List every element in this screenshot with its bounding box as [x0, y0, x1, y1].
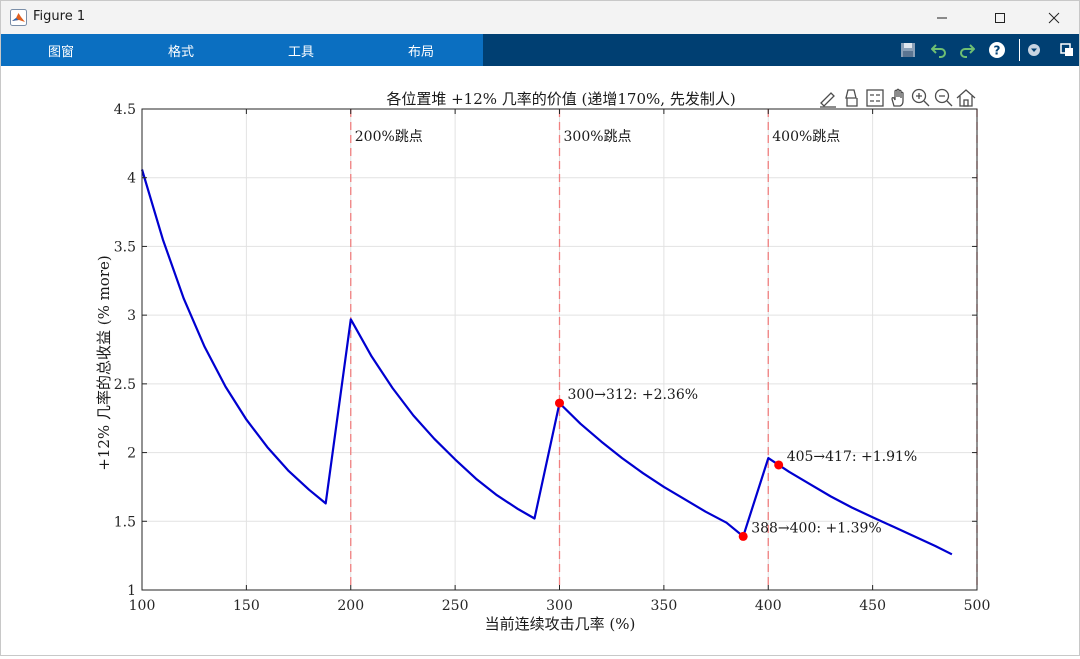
dropdown-icon: [1028, 44, 1040, 56]
toolstrip-tabs: 图窗 格式 工具 布局: [1, 34, 483, 66]
minimize-button[interactable]: [919, 1, 965, 34]
redo-button[interactable]: [956, 34, 978, 66]
y-tick-label: 3.5: [114, 239, 136, 255]
matlab-logo-icon: [10, 9, 27, 26]
tab-layout[interactable]: 布局: [407, 44, 434, 60]
y-tick-label: 2.5: [114, 377, 136, 393]
help-icon: ?: [989, 42, 1005, 58]
undo-button[interactable]: [928, 34, 950, 66]
point-annotation: 300→312: +2.36%: [568, 387, 699, 403]
y-tick-label: 4.5: [114, 102, 136, 118]
x-tick-label: 400: [755, 598, 782, 614]
quick-access-dropdown[interactable]: [1023, 34, 1045, 66]
tick-marks: 100 150 200 250 300 350 400 450 500 1 1.5 2 2.5 3 3.5 4…: [114, 102, 991, 614]
close-icon: [1048, 12, 1060, 23]
y-tick-label: 2: [127, 446, 136, 462]
chart-labels: 各位置堆 +12% 几率的价值 (递增170%, 先发制人) 当前连续攻击几率 …: [95, 90, 736, 633]
undock-icon: [1060, 43, 1073, 56]
jump-line-label: 200%跳点: [355, 129, 423, 145]
tab-tools[interactable]: 工具: [287, 44, 314, 60]
zoom-out-icon[interactable]: [934, 88, 953, 107]
save-icon: [901, 43, 915, 57]
figure-canvas: 200%跳点 300%跳点 400%跳点 100 150 200 250 300 350 400…: [1, 66, 1079, 655]
maximize-button[interactable]: [977, 1, 1023, 34]
y-tick-label: 4: [127, 171, 136, 187]
x-axis-label: 当前连续攻击几率 (%): [485, 615, 636, 633]
undock-button[interactable]: [1056, 34, 1078, 66]
y-tick-label: 1: [127, 583, 136, 599]
x-tick-label: 100: [129, 598, 156, 614]
x-tick-label: 300: [546, 598, 573, 614]
highlight-point: [555, 398, 564, 408]
axes-toolbar: [820, 88, 976, 108]
help-button[interactable]: ?: [986, 34, 1008, 66]
title-bar: Figure 1: [1, 1, 1079, 34]
x-tick-label: 250: [442, 598, 469, 614]
y-axis-label: +12% 几率的总收益 (% more): [95, 255, 113, 470]
jump-line-label: 300%跳点: [564, 129, 632, 145]
highlight-point: [738, 531, 748, 541]
maximize-icon: [995, 12, 1005, 23]
toolstrip: 图窗 格式 工具 布局 ?: [1, 34, 1079, 66]
svg-text:?: ?: [994, 44, 1001, 58]
line-chart: 200%跳点 300%跳点 400%跳点 100 150 200 250 300 350 400…: [95, 88, 991, 633]
brush-edit-icon[interactable]: [820, 92, 836, 108]
minimize-icon: [937, 17, 947, 18]
value-curve: [140, 169, 953, 556]
tab-format[interactable]: 格式: [167, 44, 194, 60]
home-icon[interactable]: [956, 89, 976, 107]
x-tick-label: 350: [651, 598, 678, 614]
y-tick-label: 1.5: [114, 514, 136, 530]
jump-line-label: 400%跳点: [772, 129, 840, 145]
y-tick-label: 3: [127, 308, 136, 324]
toolstrip-divider: [1018, 34, 1020, 66]
zoom-in-icon[interactable]: [911, 88, 930, 107]
legend-icon[interactable]: [866, 89, 884, 107]
tab-figure[interactable]: 图窗: [47, 44, 74, 60]
highlight-point: [774, 460, 784, 470]
x-tick-label: 150: [233, 598, 260, 614]
chart-title: 各位置堆 +12% 几率的价值 (递增170%, 先发制人): [386, 90, 735, 108]
save-button[interactable]: [897, 34, 919, 66]
x-tick-label: 200: [337, 598, 364, 614]
x-tick-label: 450: [859, 598, 886, 614]
point-annotation: 388→400: +1.39%: [751, 520, 882, 536]
close-button[interactable]: [1031, 1, 1077, 34]
highlight-points: 300→312: +2.36% 388→400: +1.39% 405→417: +…: [555, 387, 917, 541]
undo-icon: [931, 44, 946, 58]
x-tick-label: 500: [964, 598, 991, 614]
point-annotation: 405→417: +1.91%: [787, 449, 918, 465]
series-line: [140, 169, 953, 556]
window-title: Figure 1: [33, 9, 86, 24]
pan-icon[interactable]: [891, 88, 904, 107]
redo-icon: [960, 44, 975, 58]
data-cursor-icon[interactable]: [845, 89, 858, 107]
